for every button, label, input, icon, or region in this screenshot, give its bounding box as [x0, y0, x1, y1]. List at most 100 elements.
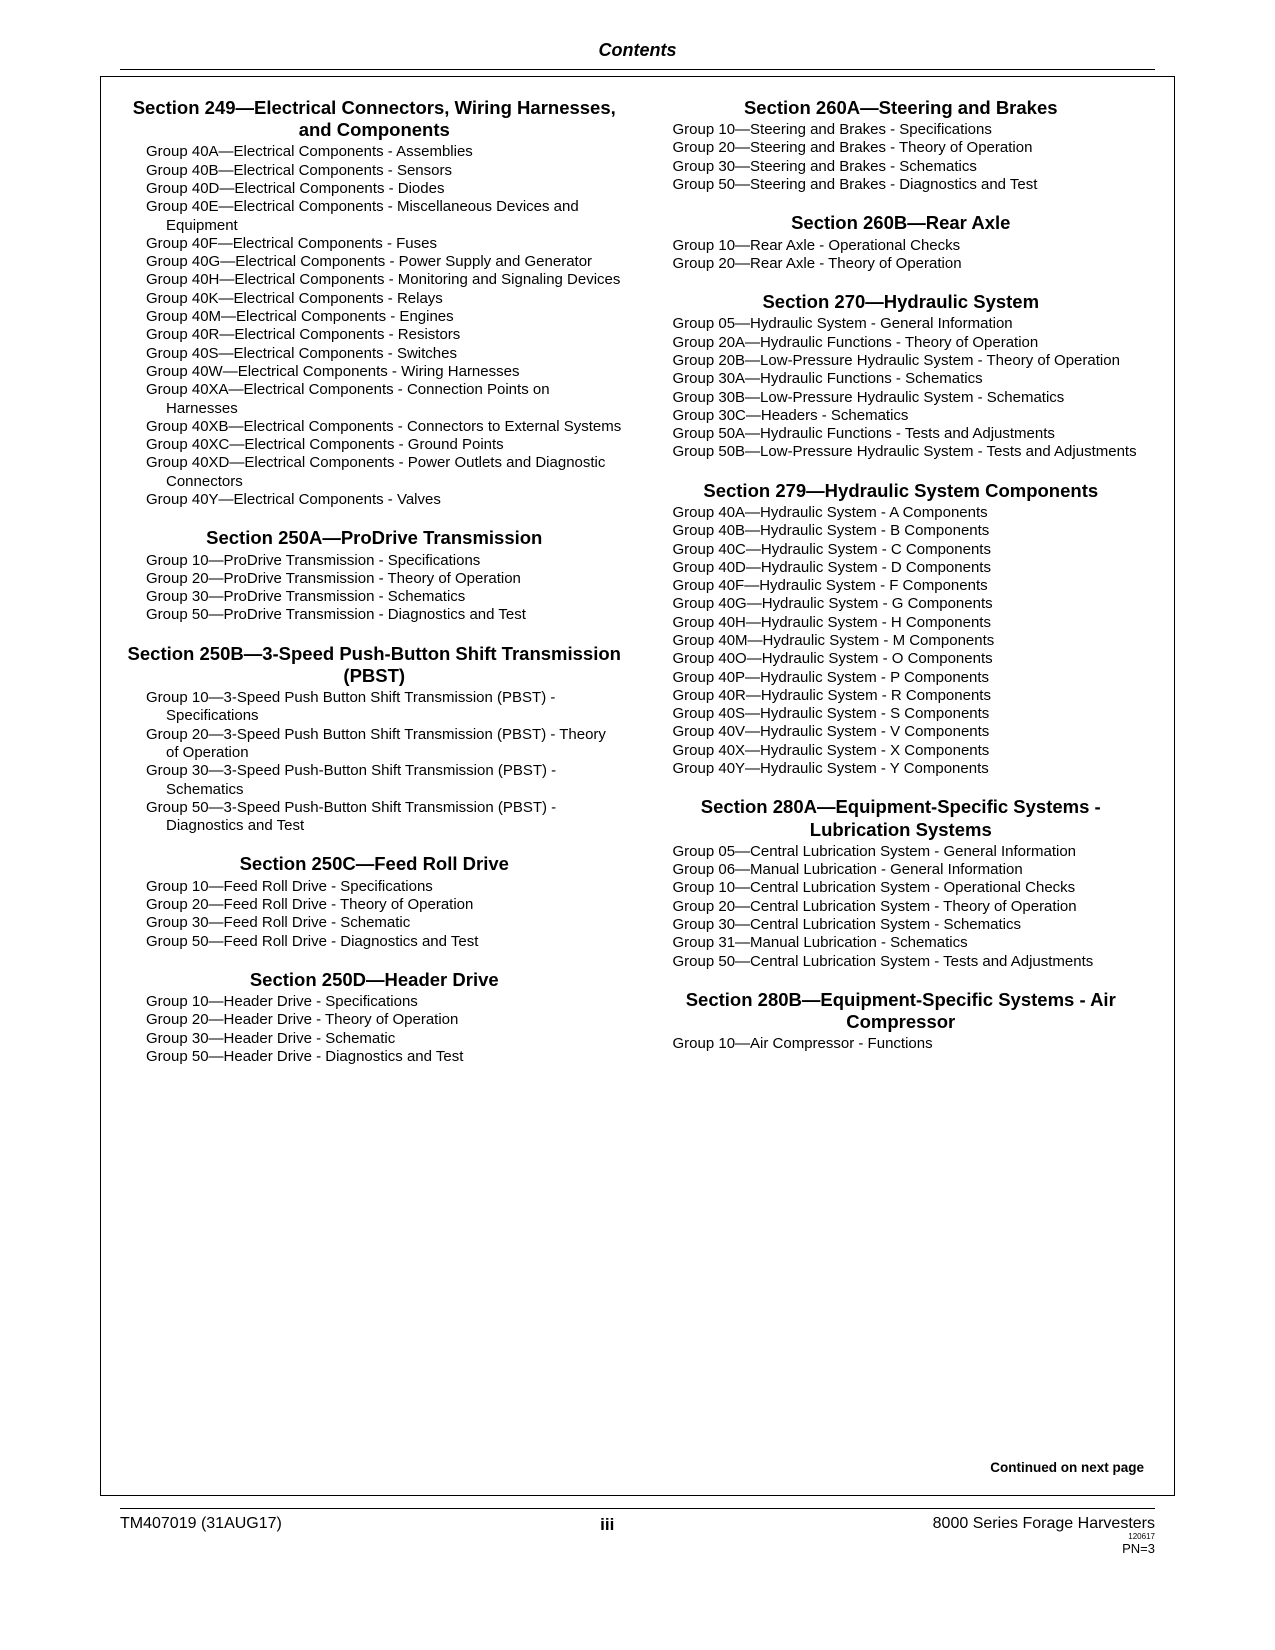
group-line: Group 06—Manual Lubrication - General In…	[653, 861, 1150, 879]
group-line: Group 30C—Headers - Schematics	[653, 407, 1150, 425]
group-line: Group 40XA—Electrical Components - Conne…	[126, 381, 623, 418]
group-line: Group 50—Central Lubrication System - Te…	[653, 953, 1150, 971]
group-line: Group 50—Feed Roll Drive - Diagnostics a…	[126, 933, 623, 951]
group-line: Group 40X—Hydraulic System - X Component…	[653, 742, 1150, 760]
section-title: Section 260B—Rear Axle	[653, 212, 1150, 234]
section-title: Section 250C—Feed Roll Drive	[126, 853, 623, 875]
columns: Section 249—Electrical Connectors, Wirin…	[126, 97, 1149, 1084]
group-line: Group 40B—Hydraulic System - B Component…	[653, 522, 1150, 540]
group-line: Group 40R—Electrical Components - Resist…	[126, 326, 623, 344]
section: Section 250B—3-Speed Push-Button Shift T…	[126, 643, 623, 836]
group-line: Group 20—Central Lubrication System - Th…	[653, 898, 1150, 916]
group-line: Group 50—3-Speed Push-Button Shift Trans…	[126, 799, 623, 836]
group-line: Group 40O—Hydraulic System - O Component…	[653, 650, 1150, 668]
group-line: Group 40P—Hydraulic System - P Component…	[653, 669, 1150, 687]
group-line: Group 50—ProDrive Transmission - Diagnos…	[126, 606, 623, 624]
page-header: Contents	[120, 40, 1155, 70]
section: Section 249—Electrical Connectors, Wirin…	[126, 97, 623, 509]
right-column: Section 260A—Steering and Brakes Group 10…	[653, 97, 1150, 1084]
footer-tiny: 120617	[933, 1533, 1155, 1541]
group-line: Group 05—Hydraulic System - General Info…	[653, 315, 1150, 333]
group-line: Group 10—Air Compressor - Functions	[653, 1035, 1150, 1053]
group-line: Group 40M—Hydraulic System - M Component…	[653, 632, 1150, 650]
section: Section 250A—ProDrive Transmission Group …	[126, 527, 623, 624]
section-title: Section 280A—Equipment-Specific Systems …	[653, 796, 1150, 840]
group-line: Group 30—ProDrive Transmission - Schemat…	[126, 588, 623, 606]
group-line: Group 40D—Electrical Components - Diodes	[126, 180, 623, 198]
group-line: Group 50—Header Drive - Diagnostics and …	[126, 1048, 623, 1066]
group-line: Group 40B—Electrical Components - Sensor…	[126, 162, 623, 180]
group-line: Group 40F—Hydraulic System - F Component…	[653, 577, 1150, 595]
group-line: Group 30—Header Drive - Schematic	[126, 1030, 623, 1048]
section: Section 260B—Rear AxleGroup 10—Rear Axle…	[653, 212, 1150, 273]
group-line: Group 40M—Electrical Components - Engine…	[126, 308, 623, 326]
group-line: Group 50A—Hydraulic Functions - Tests an…	[653, 425, 1150, 443]
group-line: Group 40H—Electrical Components - Monito…	[126, 271, 623, 289]
group-line: Group 40Y—Electrical Components - Valves	[126, 491, 623, 509]
group-line: Group 20A—Hydraulic Functions - Theory o…	[653, 334, 1150, 352]
group-line: Group 05—Central Lubrication System - Ge…	[653, 843, 1150, 861]
section-title: Section 250D—Header Drive	[126, 969, 623, 991]
group-line: Group 20—ProDrive Transmission - Theory …	[126, 570, 623, 588]
group-line: Group 20B—Low-Pressure Hydraulic System …	[653, 352, 1150, 370]
group-line: Group 40G—Hydraulic System - G Component…	[653, 595, 1150, 613]
group-line: Group 10—Header Drive - Specifications	[126, 993, 623, 1011]
section-title: Section 249—Electrical Connectors, Wirin…	[126, 97, 623, 141]
group-line: Group 40G—Electrical Components - Power …	[126, 253, 623, 271]
group-line: Group 40S—Electrical Components - Switch…	[126, 345, 623, 363]
group-line: Group 31—Manual Lubrication - Schematics	[653, 934, 1150, 952]
group-line: Group 20—Rear Axle - Theory of Operation	[653, 255, 1150, 273]
group-line: Group 10—Steering and Brakes - Specifica…	[653, 121, 1150, 139]
content-box: Section 249—Electrical Connectors, Wirin…	[100, 76, 1175, 1496]
footer-center: iii	[600, 1515, 614, 1535]
footer-left: TM407019 (31AUG17)	[120, 1515, 282, 1533]
group-line: Group 40V—Hydraulic System - V Component…	[653, 723, 1150, 741]
group-line: Group 10—3-Speed Push Button Shift Trans…	[126, 689, 623, 726]
group-line: Group 30A—Hydraulic Functions - Schemati…	[653, 370, 1150, 388]
group-line: Group 40XD—Electrical Components - Power…	[126, 454, 623, 491]
section-title: Section 279—Hydraulic System Components	[653, 480, 1150, 502]
group-line: Group 40R—Hydraulic System - R Component…	[653, 687, 1150, 705]
section: Section 270—Hydraulic System Group 05—Hyd…	[653, 291, 1150, 462]
group-line: Group 20—3-Speed Push Button Shift Trans…	[126, 726, 623, 763]
group-line: Group 40W—Electrical Components - Wiring…	[126, 363, 623, 381]
section: Section 260A—Steering and Brakes Group 10…	[653, 97, 1150, 194]
group-line: Group 40A—Hydraulic System - A Component…	[653, 504, 1150, 522]
section-title: Section 270—Hydraulic System	[653, 291, 1150, 313]
section: Section 279—Hydraulic System Components G…	[653, 480, 1150, 779]
group-line: Group 40F—Electrical Components - Fuses	[126, 235, 623, 253]
group-line: Group 40H—Hydraulic System - H Component…	[653, 614, 1150, 632]
group-line: Group 10—ProDrive Transmission - Specifi…	[126, 552, 623, 570]
group-line: Group 30—Steering and Brakes - Schematic…	[653, 158, 1150, 176]
group-line: Group 40XC—Electrical Components - Groun…	[126, 436, 623, 454]
group-line: Group 10—Central Lubrication System - Op…	[653, 879, 1150, 897]
section: Section 250C—Feed Roll Drive Group 10—Fee…	[126, 853, 623, 950]
group-line: Group 40Y—Hydraulic System - Y Component…	[653, 760, 1150, 778]
group-line: Group 50—Steering and Brakes - Diagnosti…	[653, 176, 1150, 194]
footer-right: 8000 Series Forage Harvesters 120617 PN=…	[933, 1515, 1155, 1556]
group-line: Group 40A—Electrical Components - Assemb…	[126, 143, 623, 161]
group-line: Group 40XB—Electrical Components - Conne…	[126, 418, 623, 436]
page: Contents Section 249—Electrical Connecto…	[0, 0, 1275, 1586]
section-title: Section 250A—ProDrive Transmission	[126, 527, 623, 549]
section-title: Section 260A—Steering and Brakes	[653, 97, 1150, 119]
group-line: Group 20—Feed Roll Drive - Theory of Ope…	[126, 896, 623, 914]
footer-pn: PN=3	[933, 1541, 1155, 1556]
footer: TM407019 (31AUG17) iii 8000 Series Forag…	[120, 1508, 1155, 1556]
group-line: Group 40K—Electrical Components - Relays	[126, 290, 623, 308]
section: Section 250D—Header Drive Group 10—Header…	[126, 969, 623, 1066]
group-line: Group 40S—Hydraulic System - S Component…	[653, 705, 1150, 723]
section-title: Section 280B—Equipment-Specific Systems …	[653, 989, 1150, 1033]
group-line: Group 10—Feed Roll Drive - Specification…	[126, 878, 623, 896]
group-line: Group 30—Feed Roll Drive - Schematic	[126, 914, 623, 932]
continued-label: Continued on next page	[990, 1460, 1144, 1475]
group-line: Group 40D—Hydraulic System - D Component…	[653, 559, 1150, 577]
group-line: Group 30—Central Lubrication System - Sc…	[653, 916, 1150, 934]
group-line: Group 20—Header Drive - Theory of Operat…	[126, 1011, 623, 1029]
left-column: Section 249—Electrical Connectors, Wirin…	[126, 97, 623, 1084]
group-line: Group 40E—Electrical Components - Miscel…	[126, 198, 623, 235]
group-line: Group 20—Steering and Brakes - Theory of…	[653, 139, 1150, 157]
footer-doc-title: 8000 Series Forage Harvesters	[933, 1515, 1155, 1533]
section: Section 280B—Equipment-Specific Systems …	[653, 989, 1150, 1054]
group-line: Group 50B—Low-Pressure Hydraulic System …	[653, 443, 1150, 461]
